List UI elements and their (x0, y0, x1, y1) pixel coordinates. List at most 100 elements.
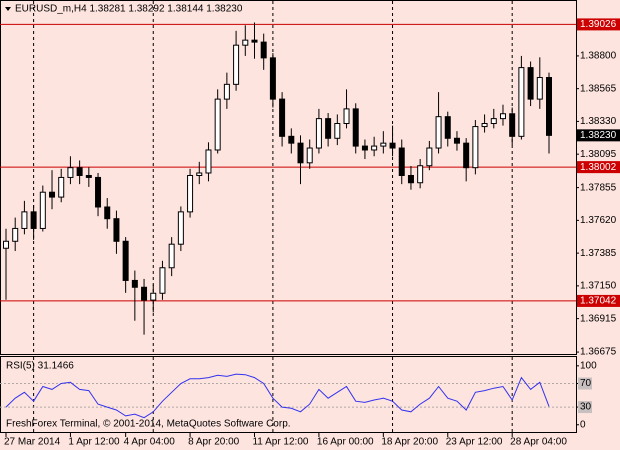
candle-body (214, 98, 221, 151)
level-label: 1.39026 (580, 19, 617, 30)
chart-header: EURUSD_m,H4 1.38281 1.38292 1.38144 1.38… (15, 4, 243, 15)
candle-body (3, 240, 9, 249)
candle-body (463, 142, 470, 169)
candle-body (361, 145, 368, 151)
candle-body (150, 292, 157, 301)
main-panel (0, 0, 577, 355)
candle-body (518, 67, 525, 137)
last-price-label: 1.38230 (580, 130, 617, 141)
candle-body (177, 211, 184, 245)
candle-body (251, 39, 258, 43)
candle-body (21, 211, 28, 229)
candle-body (205, 149, 212, 174)
candle-body (481, 123, 488, 128)
candle-body (159, 267, 166, 294)
y-tick-label: 1.37385 (580, 248, 617, 259)
candle-body (269, 57, 276, 100)
y-tick-label: 1.38800 (580, 51, 617, 62)
candle-body (113, 218, 120, 242)
rsi-panel (0, 356, 577, 433)
x-tick-label: 11 Apr 12:00 (252, 437, 308, 448)
candle-body (223, 83, 230, 100)
y-tick-label: 1.37620 (580, 215, 617, 226)
candle-body (279, 98, 286, 137)
candle-body (352, 108, 359, 147)
rsi-title: RSI(5) 31.1466 (6, 361, 74, 372)
candle-body (49, 191, 56, 198)
candle-body (325, 118, 332, 139)
candle-body (453, 137, 460, 144)
candle-body (371, 145, 378, 151)
level-box (577, 294, 620, 307)
candle-body (527, 67, 534, 100)
candle-body (168, 243, 175, 269)
level-label: 1.37042 (580, 296, 617, 307)
candle-body (260, 41, 267, 59)
candle-body (389, 142, 396, 149)
y-tick-label: 1.37150 (580, 281, 617, 292)
candle-body (499, 113, 506, 120)
candle-body (306, 147, 313, 164)
candle-body (288, 135, 295, 144)
rsi-line (5, 373, 550, 419)
tick-box (578, 377, 592, 390)
candle-body (76, 167, 83, 176)
candle-body (141, 286, 148, 301)
candle-body (334, 123, 341, 139)
y-tick-label: 0 (580, 419, 586, 430)
level-label: 1.38002 (580, 162, 617, 173)
candle-body (233, 44, 240, 85)
menu-arrow (5, 7, 11, 11)
candle-body (131, 279, 138, 288)
candle-body (30, 211, 37, 229)
y-tick-label: 1.37855 (580, 182, 617, 193)
candle-body (417, 165, 424, 184)
candle-body (490, 118, 497, 125)
candle-body (407, 174, 414, 184)
candle-body (343, 108, 350, 125)
candle-body (472, 126, 479, 169)
y-tick-label: 1.38095 (580, 149, 617, 160)
candle-body (12, 227, 19, 242)
x-tick-label: 1 Apr 12:00 (68, 437, 120, 448)
y-tick-label: 1.36675 (580, 347, 617, 358)
x-tick-label: 28 Apr 04:00 (510, 437, 567, 448)
candle-body (39, 191, 46, 229)
y-tick-label: 30 (580, 402, 592, 413)
candle-body (315, 118, 322, 149)
candle-body (380, 142, 387, 147)
candle-body (242, 39, 249, 46)
candle-body (297, 142, 304, 164)
x-tick-label: 8 Apr 20:00 (188, 437, 240, 448)
candle-body (67, 167, 74, 178)
y-tick-label: 70 (580, 378, 592, 389)
last-price-box (577, 129, 620, 142)
candle-body (426, 147, 433, 167)
footer: FreshForex Terminal, © 2001-2014, MetaQu… (6, 419, 291, 430)
y-tick-label: 100 (580, 360, 597, 371)
y-tick-label: 1.36915 (580, 313, 617, 324)
level-box (577, 161, 620, 174)
candle-body (122, 240, 129, 281)
candle-body (104, 206, 111, 220)
tick-box (578, 401, 592, 414)
y-tick-label: 1.38565 (580, 83, 617, 94)
candle-body (398, 147, 405, 176)
x-tick-label: 27 Mar 2014 (4, 437, 61, 448)
x-tick-label: 23 Apr 12:00 (446, 437, 503, 448)
candle-body (444, 116, 451, 139)
x-tick-label: 4 Apr 04:00 (124, 437, 176, 448)
y-tick-label: 1.38330 (580, 116, 617, 127)
level-box (577, 18, 620, 31)
candle-body (196, 172, 203, 176)
x-tick-label: 16 Apr 00:00 (317, 437, 374, 448)
candle-body (536, 77, 543, 100)
candle-body (546, 77, 552, 136)
x-tick-label: 18 Apr 20:00 (381, 437, 438, 448)
candle-body (187, 174, 194, 213)
candle-body (85, 174, 92, 178)
candle-body (58, 176, 65, 198)
